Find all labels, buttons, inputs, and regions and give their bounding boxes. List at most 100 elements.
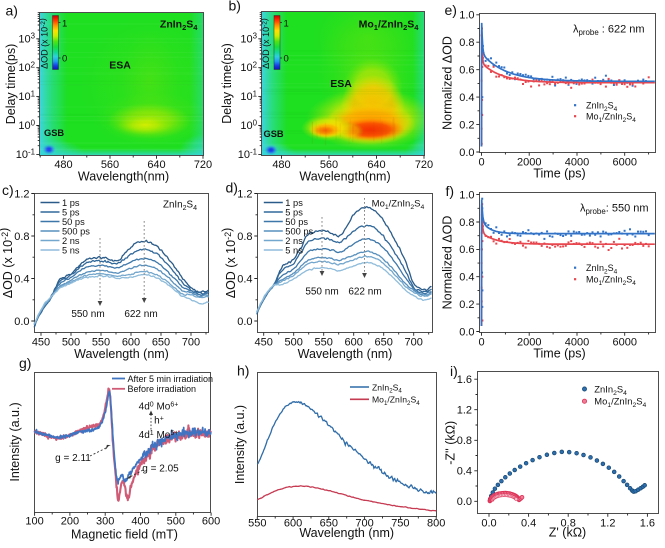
svg-text:0.8: 0.8 <box>14 231 29 243</box>
svg-text:1 ps: 1 ps <box>62 198 80 208</box>
svg-text:a): a) <box>6 3 18 19</box>
svg-text:ΔOD (x 10-2): ΔOD (x 10-2) <box>259 18 272 69</box>
svg-text:2 ns: 2 ns <box>62 236 80 246</box>
svg-text:4000: 4000 <box>565 337 589 349</box>
svg-text:400: 400 <box>131 516 149 528</box>
svg-text:4d0 Mo6+: 4d0 Mo6+ <box>139 402 179 413</box>
svg-text:ΔOD (x 10-2): ΔOD (x 10-2) <box>220 228 238 299</box>
svg-text:1.0: 1.0 <box>459 10 474 22</box>
svg-text:0.0: 0.0 <box>457 496 472 508</box>
svg-text:800: 800 <box>427 518 445 530</box>
svg-text:200: 200 <box>61 516 79 528</box>
svg-text:Delay time(ps): Delay time(ps) <box>220 43 234 124</box>
svg-text:Wavelength (nm): Wavelength (nm) <box>299 526 394 540</box>
svg-text:ESA: ESA <box>330 78 352 90</box>
svg-text:1.0: 1.0 <box>459 189 474 201</box>
svg-text:0.0: 0.0 <box>459 147 474 159</box>
svg-text:0.8: 0.8 <box>459 37 474 49</box>
svg-text:750: 750 <box>391 518 409 530</box>
svg-text:650: 650 <box>152 337 170 349</box>
svg-text:0.0: 0.0 <box>14 316 29 328</box>
svg-text:Time (ps): Time (ps) <box>533 167 585 181</box>
svg-text:h+: h+ <box>154 416 164 427</box>
svg-text:0.4: 0.4 <box>459 272 474 284</box>
svg-text:480: 480 <box>272 159 290 171</box>
svg-text:λprobe : 622 nm: λprobe : 622 nm <box>573 24 645 38</box>
svg-text:100: 100 <box>25 516 43 528</box>
svg-text:550 nm: 550 nm <box>305 287 338 298</box>
svg-text:500 ps: 500 ps <box>285 226 313 236</box>
svg-text:1: 1 <box>62 19 67 30</box>
svg-text:Mo1/ZnIn2S4: Mo1/ZnIn2S4 <box>372 199 425 211</box>
svg-text:1.2: 1.2 <box>237 188 252 200</box>
svg-text:ZnIn2S4: ZnIn2S4 <box>160 19 198 32</box>
svg-text:600: 600 <box>202 516 220 528</box>
svg-text:GSB: GSB <box>44 128 64 138</box>
svg-text:5 ps: 5 ps <box>285 207 303 217</box>
svg-text:640: 640 <box>367 159 385 171</box>
svg-text:Wavelength(nm): Wavelength(nm) <box>78 170 169 184</box>
svg-text:600: 600 <box>122 337 140 349</box>
svg-text:Magnetic field (mT): Magnetic field (mT) <box>71 528 178 542</box>
svg-text:622 nm: 622 nm <box>348 287 381 298</box>
svg-text:Time (ps): Time (ps) <box>533 347 585 361</box>
svg-text:ZnIn2S4: ZnIn2S4 <box>163 200 197 212</box>
svg-text:-Z'' (kΩ): -Z'' (kΩ) <box>444 421 458 465</box>
svg-text:h): h) <box>237 363 249 379</box>
svg-text:d): d) <box>226 180 238 196</box>
svg-text:ΔOD (x 10-2): ΔOD (x 10-2) <box>0 228 15 299</box>
svg-text:0.2: 0.2 <box>459 299 474 311</box>
svg-text:0.4: 0.4 <box>521 517 536 529</box>
svg-text:450: 450 <box>255 337 273 349</box>
svg-text:e): e) <box>445 2 457 18</box>
svg-text:ZnIn2S4: ZnIn2S4 <box>594 384 627 397</box>
svg-text:g = 2.05: g = 2.05 <box>142 464 179 475</box>
svg-text:0.6: 0.6 <box>459 244 474 256</box>
svg-text:1.6: 1.6 <box>640 517 655 529</box>
svg-text:50 ps: 50 ps <box>285 217 308 227</box>
svg-text:560: 560 <box>101 159 119 171</box>
svg-text:50 ps: 50 ps <box>62 217 85 227</box>
svg-text:0.8: 0.8 <box>237 231 252 243</box>
svg-text:700: 700 <box>355 518 373 530</box>
svg-text:ZnIn2S4: ZnIn2S4 <box>372 382 402 394</box>
svg-text:2000: 2000 <box>517 337 541 349</box>
svg-text:480: 480 <box>54 159 72 171</box>
svg-text:ESA: ESA <box>109 60 131 72</box>
svg-text:g = 2.11: g = 2.11 <box>55 453 91 464</box>
svg-text:0.0: 0.0 <box>237 316 252 328</box>
svg-text:300: 300 <box>96 516 114 528</box>
svg-text:1.2: 1.2 <box>14 188 29 200</box>
svg-text:700: 700 <box>182 337 200 349</box>
svg-text:Delay time(ps): Delay time(ps) <box>4 44 18 125</box>
svg-text:0: 0 <box>478 337 484 349</box>
svg-text:550: 550 <box>315 337 333 349</box>
svg-text:4000: 4000 <box>565 157 589 169</box>
svg-text:ΔOD (x 10-2): ΔOD (x 10-2) <box>37 18 50 69</box>
svg-text:6000: 6000 <box>612 157 636 169</box>
svg-text:0: 0 <box>62 54 67 65</box>
svg-text:After 5 min irradiation: After 5 min irradiation <box>128 374 214 384</box>
svg-text:0.6: 0.6 <box>459 64 474 76</box>
svg-text:1: 1 <box>284 19 289 30</box>
svg-text:Intensity (a.u.): Intensity (a.u.) <box>233 405 247 484</box>
svg-text:600: 600 <box>345 337 363 349</box>
svg-text:GSB: GSB <box>264 129 284 139</box>
svg-text:550 nm: 550 nm <box>71 309 104 320</box>
svg-text:640: 640 <box>147 159 165 171</box>
svg-text:1.2: 1.2 <box>457 405 472 417</box>
svg-text:Mo1/ZnIn2S4: Mo1/ZnIn2S4 <box>359 19 420 32</box>
svg-text:500: 500 <box>285 337 303 349</box>
svg-text:5 ns: 5 ns <box>62 245 80 255</box>
svg-text:500: 500 <box>167 516 185 528</box>
svg-text:500 ps: 500 ps <box>62 226 90 236</box>
svg-text:622 nm: 622 nm <box>124 309 157 320</box>
svg-text:Normalized ΔOD: Normalized ΔOD <box>441 216 455 310</box>
svg-text:550: 550 <box>248 518 266 530</box>
svg-text:700: 700 <box>405 337 423 349</box>
svg-text:0.4: 0.4 <box>457 466 472 478</box>
svg-text:0.4: 0.4 <box>14 273 29 285</box>
svg-text:Before irradiation: Before irradiation <box>128 384 197 394</box>
svg-text:550: 550 <box>92 337 110 349</box>
svg-text:Wavelength(nm): Wavelength(nm) <box>299 170 390 184</box>
